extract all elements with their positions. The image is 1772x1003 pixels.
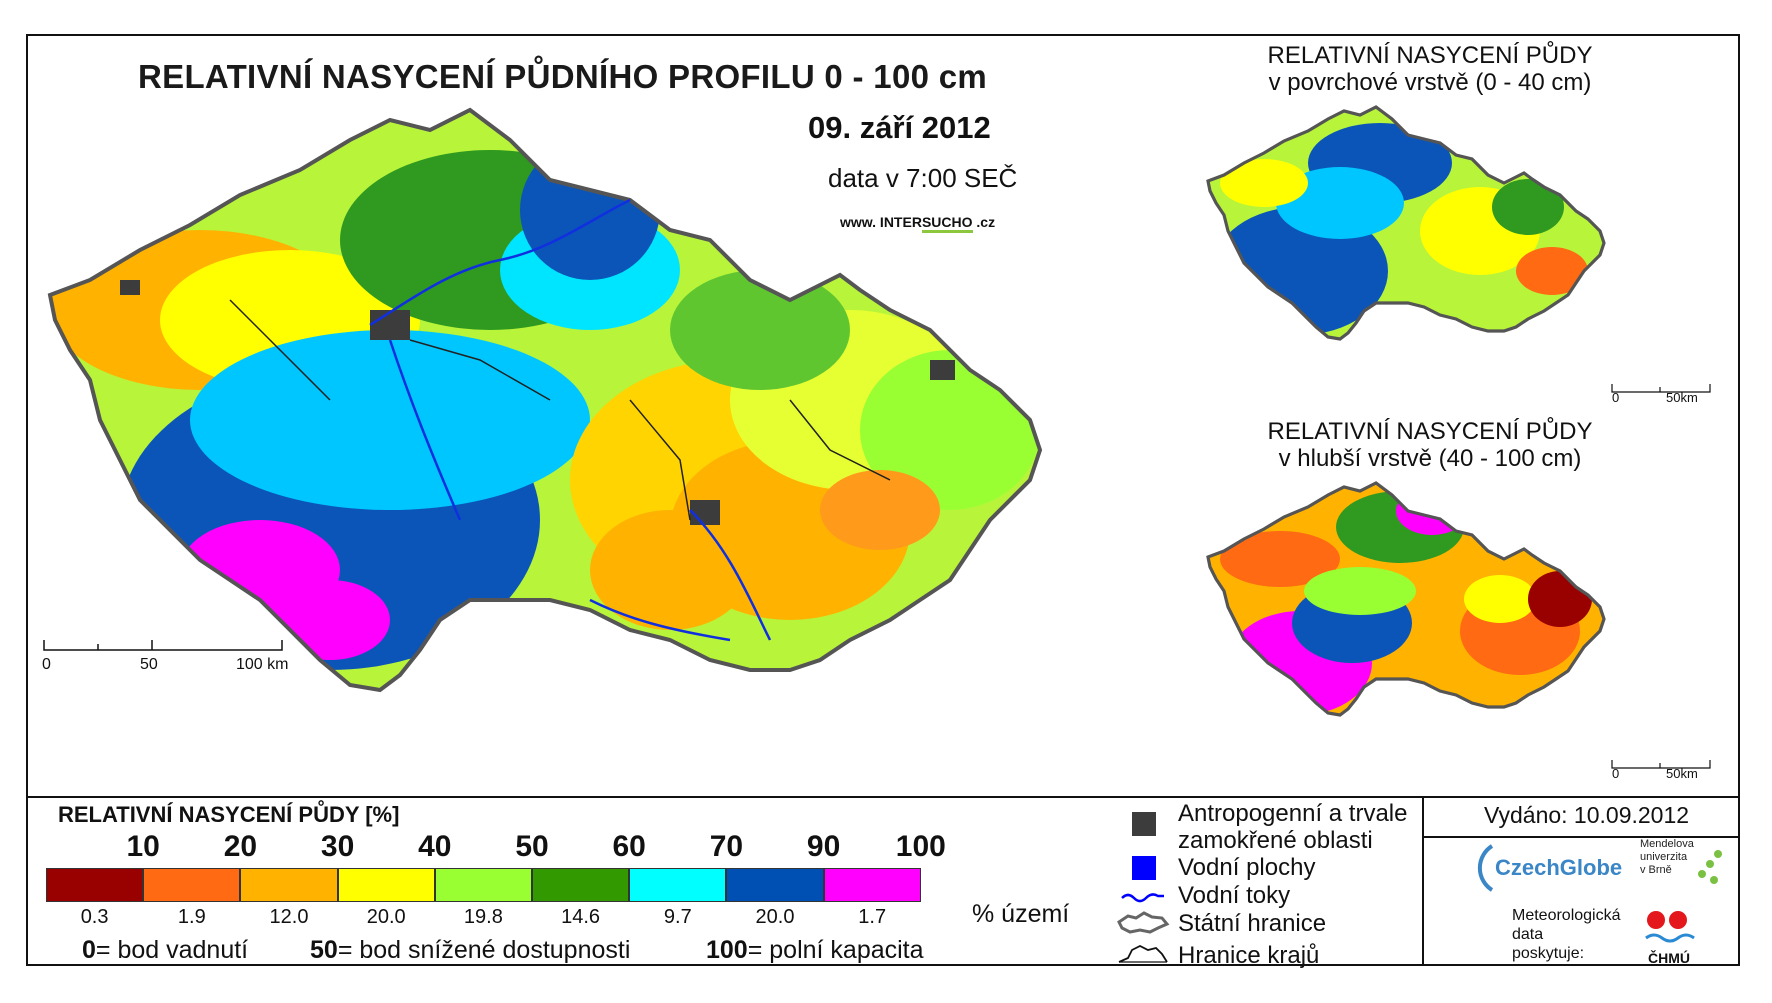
legend-color-segment [46, 868, 144, 902]
main-scale-bar [43, 640, 283, 651]
meteo-line-1: Meteorologická [1512, 907, 1621, 924]
legend-percent-value: 0.3 [80, 906, 109, 928]
anthropogenic-label-2: zamokřené oblasti [1178, 827, 1373, 854]
legend-color-segment [823, 868, 921, 902]
main-soil-map [47, 107, 1043, 693]
mendel-line-3: v Brně [1640, 864, 1672, 876]
legend-tick-label: 90 [806, 830, 841, 863]
inset-bottom-scale-end: 50km [1666, 766, 1698, 781]
legend-color-segment [143, 868, 241, 902]
anthropogenic-swatch [1132, 812, 1156, 836]
mendel-line-2: univerzita [1640, 851, 1688, 863]
legend-percent-value: 20.0 [366, 906, 406, 928]
legend-color-segment [629, 868, 727, 902]
inset-deep-map [1206, 481, 1606, 717]
region-border-label: Hranice krajů [1178, 942, 1320, 969]
legend-color-segment [726, 868, 824, 902]
inset-bottom-title-line2: v hlubší vrstvě (40 - 100 cm) [1278, 445, 1582, 472]
state-border-label: Státní hranice [1178, 910, 1327, 937]
rivers-label: Vodní toky [1178, 882, 1291, 909]
legend-explain-reduced: 50= bod snížené dostupnosti [310, 936, 631, 964]
website-link[interactable]: www. INTERSUCHO .cz [840, 214, 995, 233]
mendel-line-1: Mendelova [1640, 838, 1694, 850]
inset-bottom-title: RELATIVNÍ NASYCENÍ PŮDY v hlubší vrstvě … [1220, 418, 1640, 472]
mendel-dots-icon [1698, 850, 1722, 884]
czechglobe-logo-icon [1477, 844, 1494, 892]
legend-tick-label: 40 [418, 830, 452, 863]
inset-surface-map [1206, 105, 1606, 341]
water-bodies-label: Vodní plochy [1178, 854, 1316, 881]
rivers-icon [1121, 893, 1164, 903]
legend-explain-capacity: 100= polní kapacita [706, 936, 924, 964]
legend-tick-label: 100 [895, 830, 946, 863]
inset-top-title: RELATIVNÍ NASYCENÍ PŮDY v povrchové vrst… [1220, 42, 1640, 96]
legend-percent-value: 14.6 [561, 906, 601, 928]
legend-right-divider [1422, 796, 1424, 966]
legend-explain-wilting: 0= bod vadnutí [82, 936, 249, 964]
legend-divider [26, 796, 1740, 798]
meteo-data-provider: Meteorologická data poskytuje: [1512, 906, 1621, 963]
legend-percent-value: 19.8 [463, 906, 503, 928]
legend-title: RELATIVNÍ NASYCENÍ PŮDY [%] [58, 802, 400, 827]
inset-bottom-title-line1: RELATIVNÍ NASYCENÍ PŮDY [1267, 418, 1593, 445]
legend-color-segment [532, 868, 630, 902]
legend-tick-label: 60 [612, 830, 646, 863]
legend-color-segment [434, 868, 532, 902]
legend-percent-value: 9.7 [663, 906, 692, 928]
meteo-line-3: poskytuje: [1512, 945, 1585, 962]
legend-percent-value: 1.9 [177, 906, 206, 928]
legend-tick-label: 50 [515, 830, 549, 863]
legend-tick-label: 10 [126, 830, 160, 863]
legend-percent-value: 12.0 [269, 906, 309, 928]
main-title: RELATIVNÍ NASYCENÍ PŮDNÍHO PROFILU 0 - 1… [138, 58, 988, 95]
issued-divider [1422, 836, 1740, 838]
data-time: data v 7:00 SEČ [828, 163, 1018, 193]
czechglobe-logo-text: CzechGlobe [1495, 855, 1623, 880]
inset-bottom-scale-bar [1611, 760, 1711, 769]
legend-percent-unit: % území [972, 900, 1070, 928]
legend-tick-label: 30 [320, 830, 355, 863]
legend-color-segment [337, 868, 435, 902]
main-scale-mid: 50 [140, 656, 158, 673]
mendel-university-logo: Mendelova univerzita v Brně [1640, 838, 1694, 877]
main-scale-zero: 0 [42, 656, 51, 673]
inset-top-scale-zero: 0 [1612, 390, 1620, 405]
legend-tick-label: 20 [223, 830, 258, 863]
issued-date: Vydáno: 10.09.2012 [1484, 802, 1690, 828]
anthropogenic-label-1: Antropogenní a trvale [1178, 800, 1408, 827]
inset-bottom-scale-zero: 0 [1612, 766, 1620, 781]
chmu-logo-icon [1645, 911, 1695, 943]
main-scale-end: 100 km [236, 656, 289, 673]
chmu-logo-text: ČHMÚ [1648, 950, 1690, 966]
inset-top-scale-bar [1611, 384, 1711, 393]
inset-top-title-line2: v povrchové vrstvě (0 - 40 cm) [1268, 69, 1592, 96]
legend-color-segment [240, 868, 338, 902]
meteo-line-2: data [1512, 926, 1544, 943]
legend-tick-label: 70 [709, 830, 744, 863]
water-bodies-swatch [1132, 856, 1156, 880]
legend-percent-value: 20.0 [755, 906, 795, 928]
legend-percent-value: 1.7 [858, 906, 887, 928]
inset-top-title-line1: RELATIVNÍ NASYCENÍ PŮDY [1267, 42, 1593, 69]
state-border-icon [1117, 911, 1170, 934]
date-title: 09. září 2012 [808, 110, 991, 145]
region-border-icon [1118, 944, 1168, 963]
inset-top-scale-end: 50km [1666, 390, 1698, 405]
